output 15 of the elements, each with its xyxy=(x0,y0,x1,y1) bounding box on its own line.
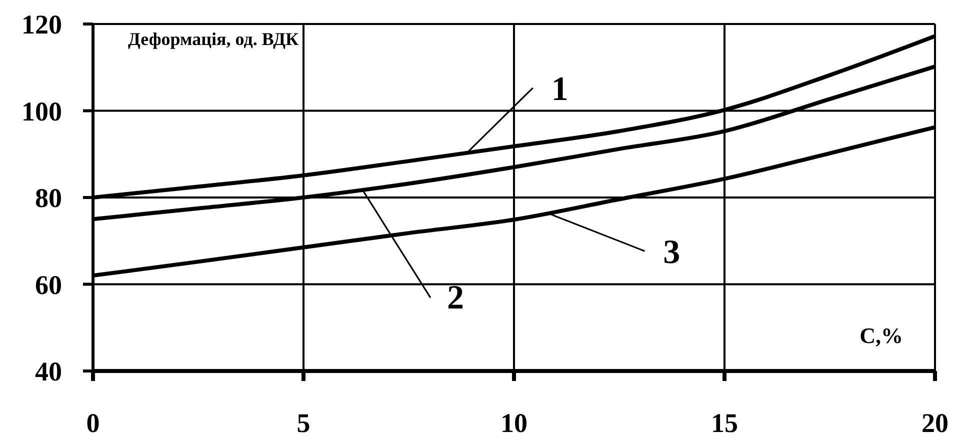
y-tick-label: 80 xyxy=(35,183,62,214)
series-label: 1 xyxy=(551,70,568,108)
x-tick-label: 15 xyxy=(711,408,738,438)
y-tick-label: 60 xyxy=(35,270,62,300)
x-tick-label: 10 xyxy=(500,408,528,438)
x-tick-label: 20 xyxy=(922,408,948,438)
legend-label: 3 xyxy=(663,234,680,271)
y-tick-label: 120 xyxy=(22,10,62,40)
x-tick-label: 5 xyxy=(296,408,310,438)
text: 2 xyxy=(446,279,464,316)
x-axis-title: С,% xyxy=(860,323,903,348)
y-tick-label: 100 xyxy=(22,96,62,126)
y-tick-label: 40 xyxy=(35,356,62,387)
y-axis-title: Деформація, од. ВДК xyxy=(128,29,299,49)
x-tick-label: 0 xyxy=(86,408,100,438)
